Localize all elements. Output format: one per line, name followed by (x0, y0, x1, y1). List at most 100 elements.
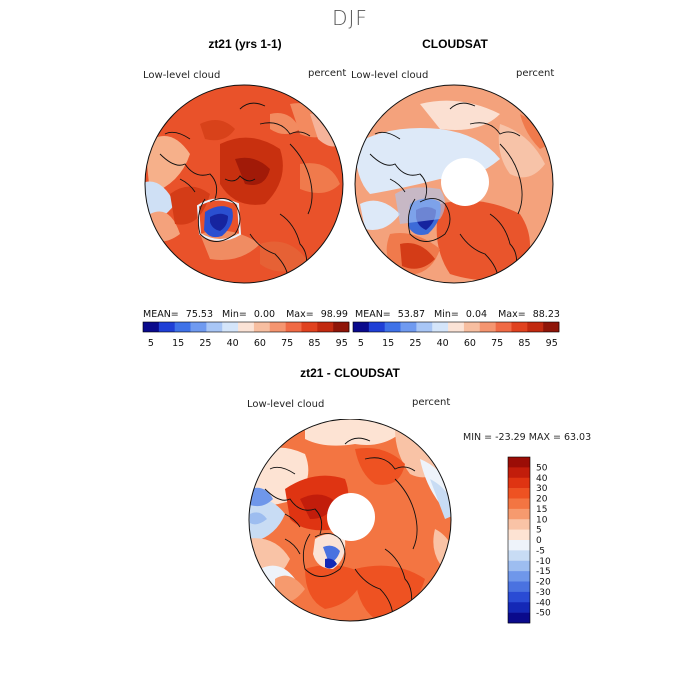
panel-2-variable: Low-level cloud (351, 70, 429, 81)
diff-colorbar-swatch (508, 477, 530, 489)
diff-colorbar-tick-label: -40 (536, 598, 551, 608)
min-label: Min= (222, 309, 247, 320)
diff-colorbar-swatch (508, 560, 530, 572)
colorbar-swatch (448, 322, 465, 332)
diff-colorbar-swatch (508, 498, 530, 510)
diff-minmax: MIN = -23.29 MAX = 63.03 (463, 432, 592, 443)
diff-panel-title: zt21 - CLOUDSAT (300, 366, 400, 380)
diff-colorbar-frame (507, 456, 531, 624)
diff-colorbar-tick-label: -50 (536, 609, 551, 619)
diff-colorbar-swatch (508, 591, 530, 603)
diff-colorbar-swatch (508, 540, 530, 551)
colorbar-tick-label: 40 (437, 338, 449, 349)
diff-colorbar-tick-label: -5 (536, 546, 545, 556)
colorbar-swatch (317, 322, 334, 332)
diff-colorbar-swatch (508, 457, 530, 468)
diff-colorbar-tick-label: -15 (536, 567, 551, 577)
colorbar-swatch (174, 322, 191, 332)
diff-colorbar-swatch (508, 612, 530, 624)
diff-colorbar-swatch (508, 519, 530, 530)
season-title: DJF (332, 6, 368, 30)
diff-panel-units: percent (412, 397, 451, 408)
colorbar-swatch (190, 322, 207, 332)
colorbar-tick-label: 60 (254, 338, 266, 349)
diff-colorbar-swatch (508, 529, 530, 541)
diff-panel-variable: Low-level cloud (247, 399, 325, 410)
colorbar-swatch (432, 322, 449, 332)
max-value: 98.99 (320, 309, 348, 320)
min-label: Min= (434, 309, 459, 320)
colorbar-tick-label: 40 (227, 338, 239, 349)
diff-colorbar-tick-label: -30 (536, 588, 551, 598)
colorbar-swatch (222, 322, 239, 332)
colorbar-tick-label: 75 (491, 338, 503, 349)
panel-2-colorbar: 5 15 25 40 60 75 85 95 (352, 321, 560, 349)
min-value: 0.00 (253, 309, 276, 320)
diff-colorbar-tick-label: 50 (536, 463, 548, 473)
colorbar-swatch (285, 322, 302, 332)
min-value: 0.04 (465, 309, 488, 320)
colorbar-tick-label: 15 (172, 338, 184, 349)
colorbar-swatch (400, 322, 417, 332)
max-value: 88.23 (532, 309, 560, 320)
diff-colorbar-swatch (508, 488, 530, 499)
diff-map-svg (248, 419, 452, 622)
colorbar-swatch (238, 322, 255, 332)
panel-2-stats: MEAN= 53.87 Min= 0.04 Max= 88.23 (355, 309, 560, 320)
diff-colorbar-tick-label: 0 (536, 536, 542, 546)
panel-1-variable: Low-level cloud (143, 70, 221, 81)
colorbar-swatch (511, 322, 528, 332)
colorbar-tick-label: 15 (382, 338, 394, 349)
mean-label: MEAN= (355, 309, 391, 320)
diff-colorbar-swatch (508, 550, 530, 562)
diff-colorbar-swatch (508, 571, 530, 582)
max-label: Max= (286, 309, 314, 320)
diff-colorbar-tick-label: 5 (536, 526, 542, 536)
colorbar-tick-label: 85 (308, 338, 320, 349)
colorbar-swatch (333, 322, 350, 332)
mean-label: MEAN= (143, 309, 179, 320)
diff-colorbar-tick-label: 10 (536, 515, 548, 525)
panel-2-title: CLOUDSAT (422, 37, 488, 51)
diff-colorbar-tick-label: -20 (536, 578, 551, 588)
colorbar-swatch (253, 322, 271, 332)
panel-1-polar-map (145, 85, 343, 283)
panel-1-title: zt21 (yrs 1-1) (208, 37, 282, 51)
max-label: Max= (498, 309, 526, 320)
diff-colorbar-tick-label: 30 (536, 484, 548, 494)
colorbar-tick-label: 25 (199, 338, 211, 349)
panel-2-units: percent (516, 68, 555, 79)
colorbar-swatch (495, 322, 512, 332)
colorbar-swatch (527, 322, 544, 332)
colorbar-tick-label: 95 (546, 338, 558, 349)
diff-polar-map (249, 419, 451, 621)
colorbar-swatch (416, 322, 433, 332)
diff-colorbar-swatch (508, 581, 530, 593)
diff-colorbar-swatch (508, 467, 530, 479)
colorbar-swatch (543, 322, 560, 332)
colorbar-swatch (463, 322, 481, 332)
colorbar-swatch (143, 322, 160, 332)
colorbar-tick-label: 25 (409, 338, 421, 349)
mean-value: 53.87 (397, 309, 425, 320)
colorbar-swatch (158, 322, 175, 332)
diff-colorbar-tick-label: 20 (536, 495, 548, 505)
colorbar-swatch (206, 322, 223, 332)
panel-1-units: percent (308, 68, 347, 79)
panel-1-colorbar: 5 15 25 40 60 75 85 95 (142, 321, 350, 349)
diff-colorbar-swatch (508, 508, 530, 520)
colorbar-swatch (479, 322, 496, 332)
colorbar-swatch (353, 322, 370, 332)
panel-2-polar-map (355, 85, 553, 283)
colorbar-swatch (384, 322, 401, 332)
panel-1-stats: MEAN= 75.53 Min= 0.00 Max= 98.99 (143, 309, 348, 320)
colorbar-tick-label: 85 (518, 338, 530, 349)
colorbar-tick-label: 95 (336, 338, 348, 349)
diff-colorbar-tick-label: 40 (536, 474, 548, 484)
colorbar-tick-label: 60 (464, 338, 476, 349)
colorbar-tick-label: 5 (358, 338, 364, 349)
colorbar-frame (352, 321, 560, 333)
abs-colorbars: 5 15 25 40 60 75 85 95 5 15 25 40 60 75 85 95 (142, 321, 560, 349)
diff-colorbar-tick-label: 15 (536, 505, 547, 515)
